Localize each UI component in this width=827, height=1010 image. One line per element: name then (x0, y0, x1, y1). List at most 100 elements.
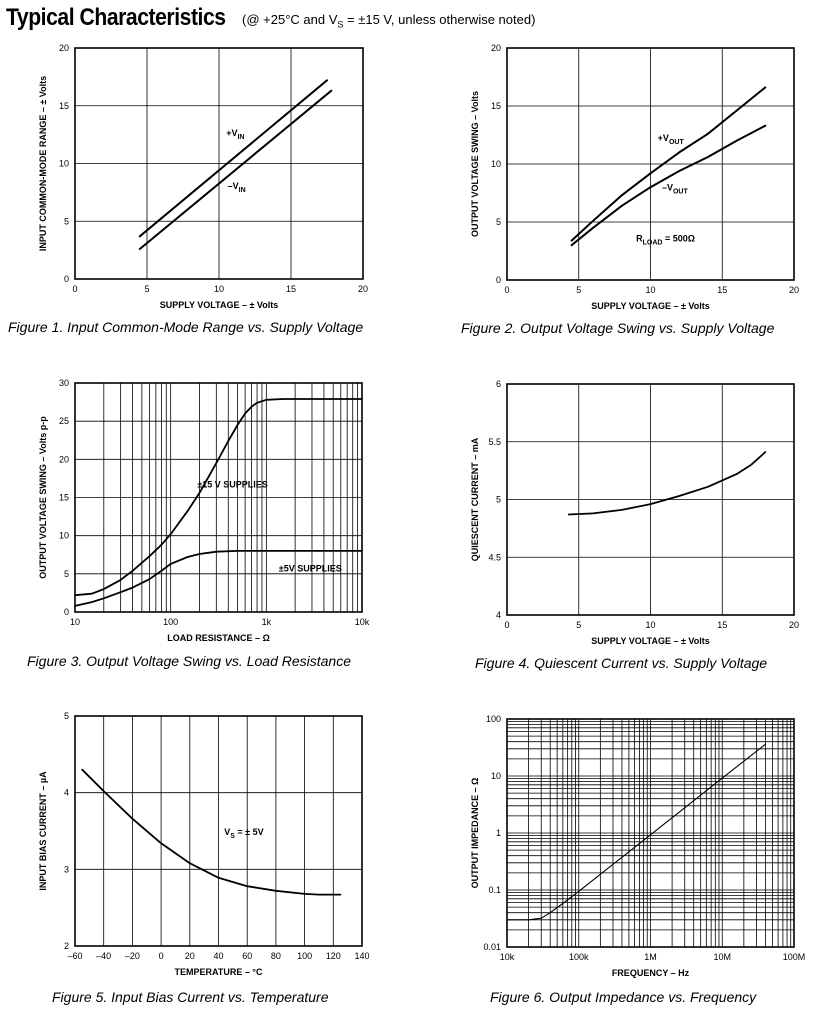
fig3-ytick-label: 20 (59, 454, 69, 464)
fig5-ytick-label: 5 (64, 711, 69, 721)
fig3-ytick-label: 25 (59, 416, 69, 426)
fig1-xaxis-label: SUPPLY VOLTAGE – ± Volts (160, 300, 278, 310)
fig2-xtick-label: 5 (576, 285, 581, 295)
fig1-plot-frame (74, 47, 364, 280)
fig1-series-0-label: +VIN (226, 128, 244, 141)
fig1-series-0-line (138, 79, 328, 238)
fig2-xtick-label: 10 (645, 285, 655, 295)
fig5-xaxis-label: TEMPERATURE – °C (175, 967, 263, 977)
fig3-ytick-label: 15 (59, 493, 69, 503)
fig5-xtick-label: –20 (125, 951, 140, 961)
fig4-xaxis-label: SUPPLY VOLTAGE – ± Volts (591, 636, 709, 646)
fig3-caption: Figure 3. Output Voltage Swing vs. Load … (27, 653, 351, 669)
fig3-plot-frame (74, 382, 363, 613)
fig3-xtick-label: 10 (70, 617, 80, 627)
fig5-xtick-label: 0 (159, 951, 164, 961)
fig3-xtick-label: 100 (163, 617, 178, 627)
fig2-ytick-label: 0 (496, 275, 501, 285)
conditions-suffix: = ±15 V, unless otherwise noted) (343, 12, 536, 27)
fig3-ytick-label: 10 (59, 531, 69, 541)
fig4-ytick-label: 4 (496, 610, 501, 620)
fig4-ytick-label: 5 (496, 495, 501, 505)
fig6-xtick-label: 1M (644, 952, 657, 962)
fig4-yaxis-label: QUIESCENT CURRENT – mA (470, 437, 480, 561)
fig1-ytick-label: 20 (59, 43, 69, 53)
fig2-xaxis-label: SUPPLY VOLTAGE – ± Volts (591, 301, 709, 311)
fig2-plot-frame (506, 47, 795, 281)
fig1-xtick-label: 0 (72, 284, 77, 294)
fig3-ytick-label: 30 (59, 378, 69, 388)
fig5-caption: Figure 5. Input Bias Current vs. Tempera… (52, 989, 329, 1005)
fig5-ytick-label: 4 (64, 788, 69, 798)
fig4-xtick-label: 10 (645, 620, 655, 630)
fig2-ytick-label: 10 (491, 159, 501, 169)
conditions-sub: S (337, 19, 344, 30)
fig5-xtick-label: 20 (185, 951, 195, 961)
fig1-yaxis-label: INPUT COMMON-MODE RANGE – ± Volts (38, 76, 48, 251)
fig5-yaxis-label: INPUT BIAS CURRENT – µA (38, 771, 48, 891)
fig3-xtick-label: 1k (262, 617, 272, 627)
fig6-xtick-label: 100k (569, 952, 589, 962)
fig4-caption: Figure 4. Quiescent Current vs. Supply V… (475, 655, 767, 671)
fig1-ytick-label: 10 (59, 159, 69, 169)
fig6-caption: Figure 6. Output Impedance vs. Frequency (490, 989, 757, 1005)
fig5-xtick-label: –40 (96, 951, 111, 961)
fig5-annotation-0: VS = ± 5V (224, 827, 263, 840)
fig1-ytick-label: 0 (64, 274, 69, 284)
fig2-ytick-label: 15 (491, 101, 501, 111)
fig3-series-0-line (74, 398, 363, 597)
fig4-ytick-label: 5.5 (488, 437, 501, 447)
fig3-ytick-label: 0 (64, 607, 69, 617)
fig1-series-1-label: –VIN (228, 181, 246, 194)
fig2-series-1-label: –VOUT (662, 183, 689, 196)
fig4-plot-frame (506, 383, 795, 616)
fig4-xtick-label: 5 (576, 620, 581, 630)
fig5-xtick-label: –60 (67, 951, 82, 961)
fig1-ytick-label: 15 (59, 101, 69, 111)
fig1-xtick-label: 10 (214, 284, 224, 294)
fig4-xtick-label: 0 (504, 620, 509, 630)
fig2-xtick-label: 0 (504, 285, 509, 295)
fig1-xtick-label: 20 (358, 284, 368, 294)
fig6-chart: 10k 100k 1M 10M 100M 0.01 0.1 1 10 100 FREQUENCY –… (470, 714, 805, 1005)
fig6-ytick-label: 0.1 (488, 885, 501, 895)
fig6-ytick-label: 100 (486, 714, 501, 724)
page-title-conditions: (@ +25°C and VS = ±15 V, unless otherwis… (242, 12, 535, 30)
fig3-ytick-label: 5 (64, 569, 69, 579)
fig3-xtick-label: 10k (355, 617, 370, 627)
fig3-series-1-label: ±5V SUPPLIES (279, 564, 342, 574)
fig1-xtick-label: 15 (286, 284, 296, 294)
fig4-xtick-label: 20 (789, 620, 799, 630)
fig6-plot-frame (506, 718, 795, 948)
page-title-main: Typical Characteristics (6, 4, 226, 31)
fig4-series-0-line (567, 451, 767, 516)
fig3-series-0-label: ±15 V SUPPLIES (197, 480, 267, 490)
fig2-chart: 0 5 10 15 20 0 5 10 15 20 SUPPLY VOLTAGE – ± Volts… (461, 43, 799, 336)
fig5-xtick-label: 100 (297, 951, 312, 961)
fig4-ytick-label: 6 (496, 379, 501, 389)
fig2-ytick-label: 20 (491, 43, 501, 53)
fig6-xaxis-label: FREQUENCY – Hz (612, 968, 690, 978)
fig4-ytick-label: 4.5 (488, 552, 501, 562)
fig2-ytick-label: 5 (496, 217, 501, 227)
fig5-chart: –60 –40 –20 0 20 40 60 80 100 120 140 2 3 4 5 TEMPERATU… (38, 711, 370, 1005)
fig3-series-1-line (74, 550, 363, 607)
fig1-ytick-label: 5 (64, 216, 69, 226)
fig2-yaxis-label: OUTPUT VOLTAGE SWING – Volts (470, 91, 480, 237)
fig5-xtick-label: 40 (213, 951, 223, 961)
fig6-xtick-label: 10M (713, 952, 731, 962)
fig6-ytick-label: 0.01 (483, 942, 501, 952)
fig2-series-0-label: +VOUT (658, 133, 685, 146)
fig5-ytick-label: 3 (64, 864, 69, 874)
fig2-caption: Figure 2. Output Voltage Swing vs. Suppl… (461, 320, 775, 336)
page-title: Typical Characteristics (@ +25°C and VS … (6, 4, 535, 32)
fig1-series-1-line (138, 89, 333, 250)
fig5-xtick-label: 60 (242, 951, 252, 961)
fig1-caption: Figure 1. Input Common-Mode Range vs. Su… (8, 319, 363, 335)
fig3-chart: 10 100 1k 10k 0 5 10 15 20 25 30 LOAD RESISTANCE – … (27, 378, 370, 669)
fig2-series-0-line (570, 86, 767, 242)
fig5-ytick-label: 2 (64, 941, 69, 951)
fig6-series-0-line (506, 743, 766, 921)
fig2-series-1-line (570, 124, 767, 247)
